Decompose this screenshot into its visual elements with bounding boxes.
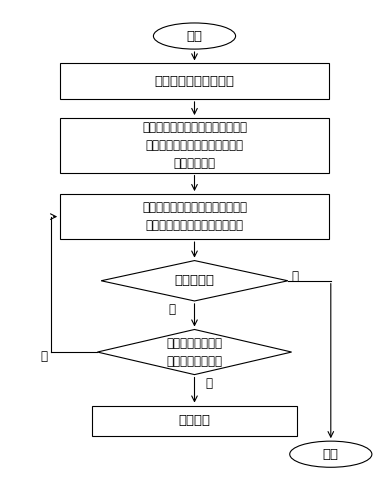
- Text: 空载状态设定初始参数: 空载状态设定初始参数: [154, 75, 235, 88]
- Text: 否: 否: [40, 350, 47, 363]
- Text: 空载状态与正常放
电状态交替出现？: 空载状态与正常放 电状态交替出现？: [166, 337, 223, 368]
- FancyBboxPatch shape: [60, 118, 329, 173]
- Text: 否: 否: [168, 303, 175, 316]
- FancyBboxPatch shape: [60, 194, 329, 239]
- Text: 是: 是: [292, 269, 299, 283]
- Text: 停止渐进: 停止渐进: [179, 414, 210, 428]
- Text: 是: 是: [206, 377, 213, 390]
- Text: 工具电极（或工件）不停地小幅度
高频往复运动，工件（或工具电
极）保持静止: 工具电极（或工件）不停地小幅度 高频往复运动，工件（或工具电 极）保持静止: [142, 121, 247, 170]
- Polygon shape: [97, 330, 292, 375]
- Text: 令往复中心或原来静止的工件（或
工具电极）以一定速度向前渐进: 令往复中心或原来静止的工件（或 工具电极）以一定速度向前渐进: [142, 201, 247, 232]
- Ellipse shape: [290, 441, 372, 467]
- Polygon shape: [101, 260, 288, 301]
- Text: 加工完成？: 加工完成？: [175, 274, 214, 287]
- Text: 结束: 结束: [323, 447, 339, 461]
- Ellipse shape: [153, 23, 236, 49]
- FancyBboxPatch shape: [60, 63, 329, 99]
- Text: 开始: 开始: [186, 30, 203, 43]
- FancyBboxPatch shape: [92, 405, 297, 437]
